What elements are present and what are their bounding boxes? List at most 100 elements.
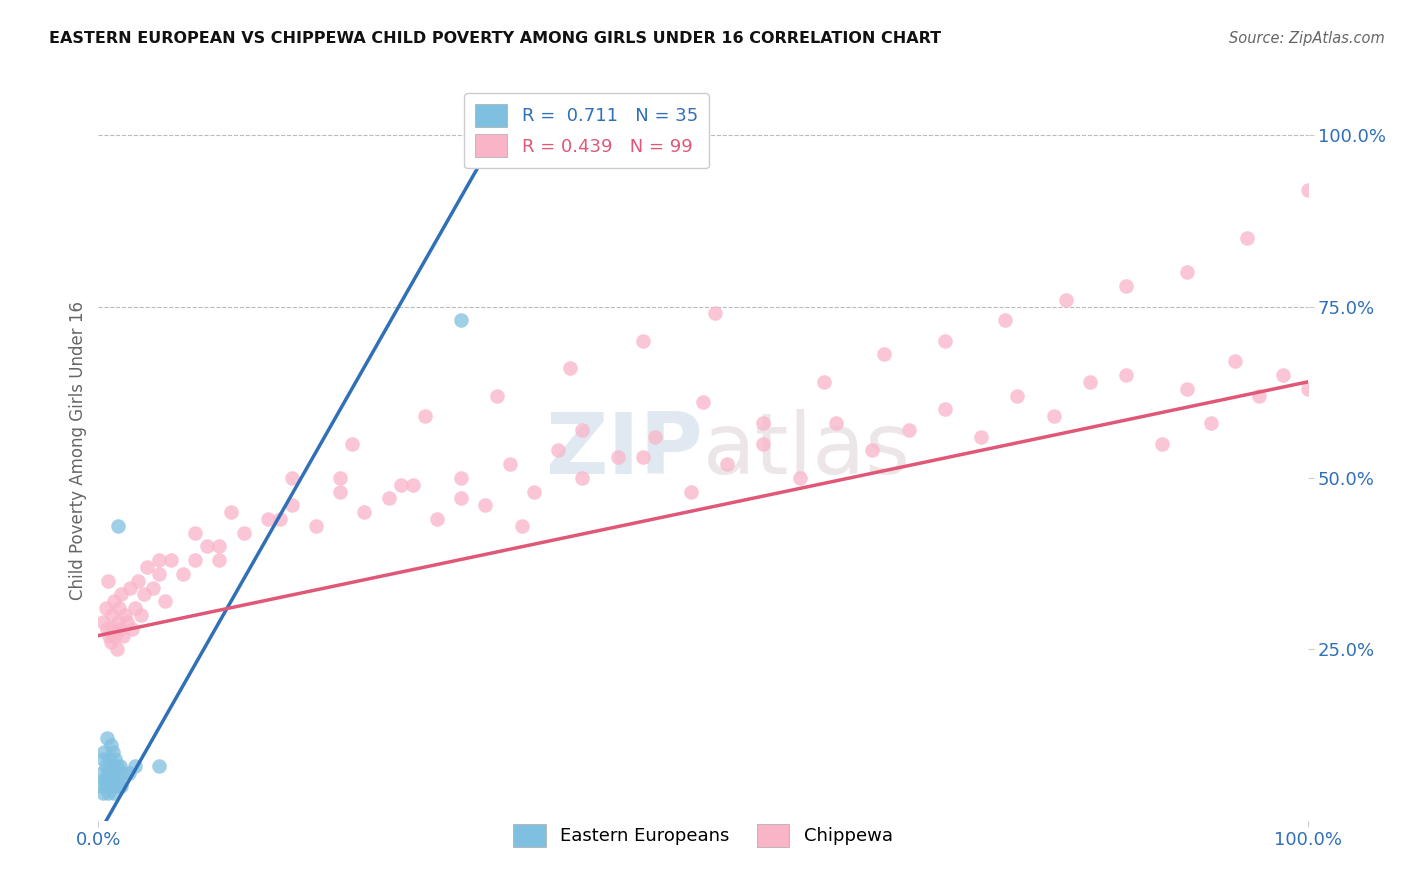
Point — [100, 607, 122, 622]
Point — [450, 491, 472, 506]
Point — [94, 601, 117, 615]
Point — [221, 505, 243, 519]
Point — [558, 361, 581, 376]
Point — [195, 540, 218, 554]
Point — [184, 553, 207, 567]
Point — [111, 628, 134, 642]
Point — [91, 786, 114, 800]
Point — [118, 581, 141, 595]
Point — [108, 759, 131, 773]
Point — [96, 731, 118, 746]
Point — [413, 409, 436, 424]
Point — [100, 780, 122, 794]
Point — [571, 423, 593, 437]
Point — [389, 477, 412, 491]
Point — [104, 752, 127, 766]
Point — [523, 484, 546, 499]
Point — [934, 402, 956, 417]
Point — [644, 430, 666, 444]
Point — [1296, 382, 1319, 396]
Point — [450, 471, 472, 485]
Point — [100, 738, 122, 752]
Point — [96, 622, 118, 636]
Point — [752, 416, 775, 430]
Point — [108, 601, 131, 615]
Point — [353, 505, 375, 519]
Point — [873, 347, 896, 361]
Point — [97, 765, 120, 780]
Point — [692, 395, 714, 409]
Point — [486, 389, 509, 403]
Point — [631, 450, 654, 465]
Point — [153, 594, 176, 608]
Point — [101, 622, 124, 636]
Point — [474, 135, 496, 149]
Point — [426, 512, 449, 526]
Point — [498, 457, 520, 471]
Point — [1078, 375, 1101, 389]
Point — [90, 780, 112, 794]
Point — [1115, 368, 1137, 382]
Point — [450, 313, 472, 327]
Point — [256, 512, 278, 526]
Point — [342, 436, 364, 450]
Point — [148, 759, 170, 773]
Point — [107, 615, 129, 629]
Point — [117, 615, 139, 629]
Point — [91, 752, 114, 766]
Point — [208, 553, 231, 567]
Point — [860, 443, 883, 458]
Point — [269, 512, 291, 526]
Point — [97, 574, 120, 588]
Point — [142, 581, 165, 595]
Point — [1272, 368, 1295, 382]
Text: atlas: atlas — [703, 409, 911, 492]
Point — [100, 759, 122, 773]
Point — [1199, 416, 1222, 430]
Point — [1054, 293, 1077, 307]
Point — [547, 443, 569, 458]
Point — [110, 780, 132, 794]
Text: Source: ZipAtlas.com: Source: ZipAtlas.com — [1229, 31, 1385, 46]
Point — [127, 574, 149, 588]
Point — [934, 334, 956, 348]
Point — [571, 471, 593, 485]
Point — [93, 772, 115, 787]
Point — [148, 566, 170, 581]
Point — [105, 642, 128, 657]
Point — [98, 780, 121, 794]
Point — [281, 498, 304, 512]
Point — [631, 334, 654, 348]
Point — [184, 525, 207, 540]
Point — [148, 553, 170, 567]
Point — [94, 759, 117, 773]
Point — [91, 615, 114, 629]
Point — [118, 765, 141, 780]
Point — [110, 587, 132, 601]
Point — [94, 780, 117, 794]
Point — [752, 436, 775, 450]
Point — [1152, 436, 1174, 450]
Point — [172, 566, 194, 581]
Point — [281, 471, 304, 485]
Point — [813, 375, 835, 389]
Point — [607, 450, 630, 465]
Point — [377, 491, 399, 506]
Point — [101, 745, 124, 759]
Point — [103, 594, 125, 608]
Point — [305, 519, 328, 533]
Point — [111, 765, 134, 780]
Point — [103, 765, 125, 780]
Point — [1249, 389, 1271, 403]
Point — [135, 560, 157, 574]
Point — [1223, 354, 1246, 368]
Point — [98, 752, 121, 766]
Point — [105, 759, 128, 773]
Point — [1042, 409, 1064, 424]
Point — [121, 622, 143, 636]
Point — [1007, 389, 1029, 403]
Point — [108, 772, 131, 787]
Point — [679, 484, 702, 499]
Point — [208, 540, 231, 554]
Point — [474, 498, 496, 512]
